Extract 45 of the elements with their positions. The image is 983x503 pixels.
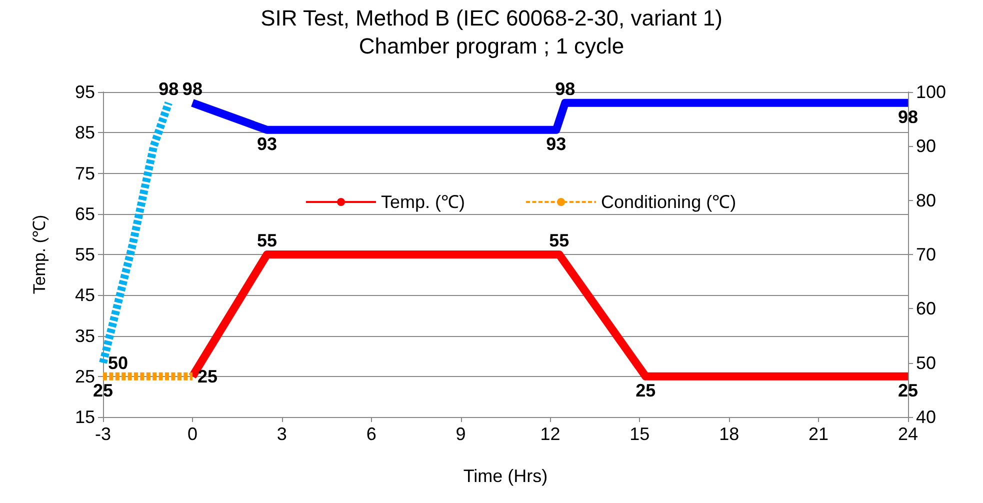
y-tick-label: 55 — [74, 244, 95, 264]
x-tick-label: 24 — [898, 424, 918, 444]
x-axis-title: Time (Hrs) — [463, 466, 548, 486]
y-axis-title: Temp. (℃) — [30, 214, 49, 294]
legend-label: Conditioning (℃) — [601, 192, 736, 212]
x-tick-label: 21 — [808, 424, 829, 444]
y-tick-label: 65 — [74, 204, 95, 224]
x-tick-label: 3 — [276, 424, 287, 444]
x-tick-label: 0 — [187, 424, 198, 444]
data-label: 98 — [182, 78, 202, 99]
x-tick-label: 12 — [540, 424, 560, 444]
y-tick-label: 75 — [74, 163, 95, 184]
y-tick-label: 45 — [74, 285, 95, 306]
y2-tick-label: 70 — [916, 244, 936, 264]
y-tick-label: 95 — [74, 82, 95, 102]
data-label: 25 — [197, 366, 218, 386]
data-label: 98 — [555, 78, 576, 99]
y2-tick-label: 60 — [916, 298, 936, 319]
data-label: 98 — [898, 106, 918, 127]
data-label: 55 — [549, 230, 570, 250]
x-tick-label: -3 — [94, 424, 112, 444]
y2-tick-label: 90 — [916, 136, 936, 156]
x-tick-label: 6 — [366, 424, 376, 444]
chart-title: SIR Test, Method B (IEC 60068-2-30, variant 1) — [260, 6, 722, 30]
data-label: 25 — [636, 380, 656, 400]
x-tick-label: 18 — [719, 424, 740, 444]
chart-subtitle: Chamber program ; 1 cycle — [358, 34, 624, 58]
legend-label: Temp. (℃) — [381, 192, 466, 212]
x-tick-label: 9 — [456, 424, 466, 444]
data-label: 25 — [92, 380, 114, 400]
y2-tick-label: 40 — [916, 407, 936, 427]
y-tick-label: 15 — [74, 407, 95, 427]
data-label: 93 — [256, 134, 277, 154]
x-tick-label: 15 — [630, 424, 650, 444]
y2-tick-label: 80 — [916, 190, 936, 210]
data-label: 50 — [108, 352, 128, 373]
y-tick-label: 85 — [74, 122, 95, 143]
data-label: 25 — [898, 380, 918, 400]
y-tick-label: 25 — [74, 366, 95, 386]
data-label: 98 — [158, 78, 179, 99]
data-label: 93 — [546, 134, 566, 154]
data-label: 55 — [256, 230, 277, 250]
y-tick-label: 35 — [74, 326, 95, 346]
y2-tick-label: 100 — [916, 82, 946, 102]
y2-tick-label: 50 — [916, 352, 936, 373]
